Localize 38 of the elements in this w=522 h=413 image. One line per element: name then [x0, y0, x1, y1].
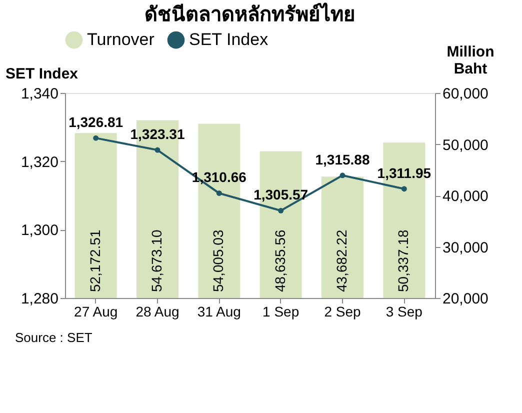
y-tick-label: 1,300 [20, 222, 58, 240]
point [278, 208, 284, 214]
x-tick-label: 31 Aug [197, 304, 241, 320]
x-tick-label: 28 Aug [136, 304, 180, 320]
data-label: 54,005.03 [210, 230, 226, 292]
data-label: 1,315.88 [315, 151, 370, 168]
data-label: 1,323.31 [130, 126, 185, 142]
x-tick-label: 27 Aug [74, 304, 118, 320]
data-label: 52,172.51 [86, 230, 103, 292]
y-tick-label: 1,320 [20, 154, 58, 171]
data-label: 1,305.57 [254, 186, 308, 203]
x-tick-label: 2 Sep [324, 304, 362, 320]
y-axis-title: SET Index [6, 66, 79, 82]
data-label: 1,311.95 [377, 164, 432, 181]
data-label: 48,635.56 [272, 230, 288, 292]
y2-tick-label: 30,000 [442, 239, 488, 256]
y2-tick-label: 60,000 [442, 86, 488, 102]
data-label: 54,673.10 [148, 230, 164, 292]
point [340, 172, 346, 178]
x-tick-label: 1 Sep [262, 304, 300, 320]
legend-label: Turnover [87, 30, 155, 50]
y-tick-label: 1,340 [20, 86, 58, 102]
data-label: 43,682.22 [334, 230, 350, 292]
y-tick-label: 1,280 [20, 290, 58, 308]
point [216, 190, 222, 196]
point [154, 147, 160, 153]
data-label: 1,326.81 [68, 114, 124, 130]
data-label: 50,337.18 [395, 230, 412, 292]
y2-tick-label: 20,000 [442, 290, 488, 308]
x-tick-label: 3 Sep [386, 304, 423, 320]
point [401, 186, 407, 192]
source-note: Source : SET [15, 330, 92, 345]
point [93, 135, 99, 141]
y2-tick-label: 40,000 [442, 188, 488, 205]
chart-title: ดัชนีตลาดหลักทรัพย์ไทย [144, 2, 356, 26]
legend-label: SET Index [189, 30, 269, 50]
y2-tick-label: 50,000 [442, 136, 488, 154]
y2-axis-title: Million Baht [446, 44, 494, 78]
